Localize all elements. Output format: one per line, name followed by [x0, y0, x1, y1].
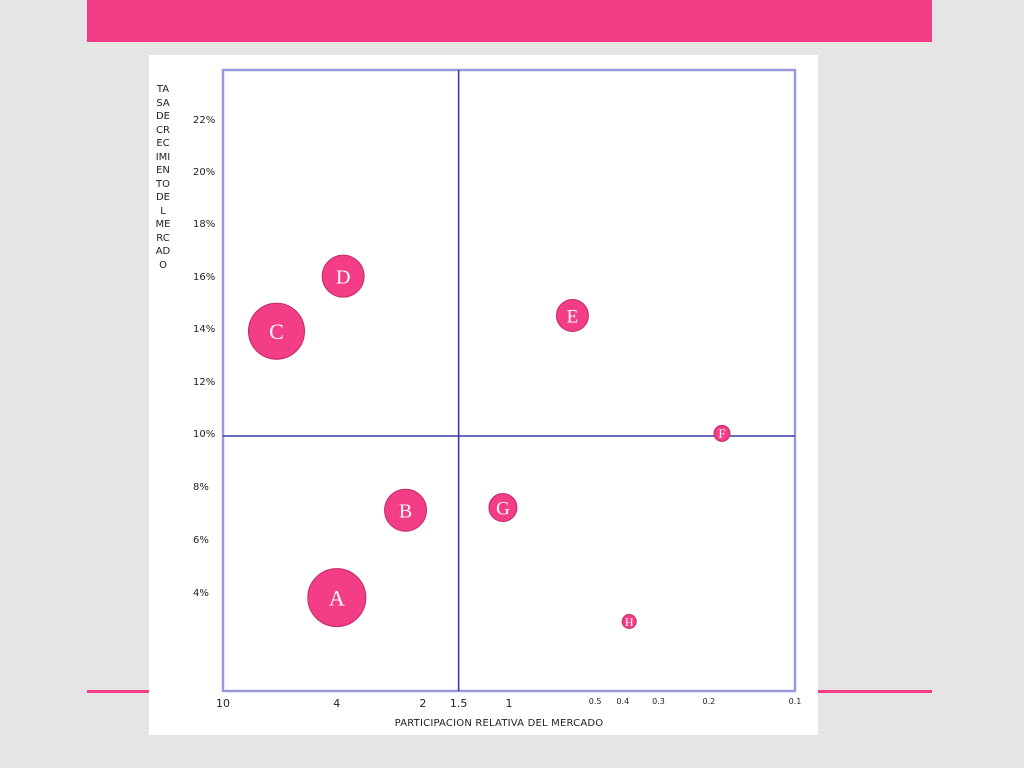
bubble-b	[384, 488, 428, 532]
y-tick-label: 18%	[193, 219, 216, 231]
x-tick-label: 4	[333, 697, 341, 710]
x-tick-label: 0.1	[788, 697, 802, 706]
bubble-label-b: B	[399, 500, 412, 522]
bubble-c	[248, 302, 306, 360]
x-axis-title: PARTICIPACION RELATIVA DEL MERCADO	[394, 718, 604, 729]
bubble-label-e: E	[567, 306, 579, 327]
bubble-label-a: A	[329, 586, 345, 611]
y-axis-title: TASA DE CRECIMIENTO DEL MERCADO	[155, 84, 174, 271]
bcg-matrix-plot: A B C D E F G H	[221, 68, 797, 693]
bubble-label-f: F	[718, 426, 725, 441]
x-tick-label: 1.5	[449, 697, 468, 710]
bubble-g	[488, 493, 518, 523]
x-tick-label: 10	[216, 697, 230, 710]
x-tick-label: 1	[505, 697, 513, 710]
x-tick-label: 0.2	[702, 697, 716, 706]
header-accent-band	[87, 0, 932, 42]
bubble-a	[307, 568, 367, 628]
bubble-d	[321, 254, 365, 298]
y-tick-label: 14%	[193, 324, 216, 336]
y-tick-label: 12%	[193, 376, 216, 388]
y-tick-label: 10%	[193, 429, 216, 440]
y-tick-label: 4%	[193, 588, 209, 599]
y-tick-label: 6%	[193, 535, 209, 546]
y-tick-label: 22%	[193, 114, 216, 126]
x-tick-label: 2	[419, 697, 427, 710]
bubble-h	[621, 614, 637, 629]
bubble-label-c: C	[269, 319, 284, 344]
bubble-label-h: H	[625, 615, 634, 629]
y-tick-label: 20%	[193, 167, 216, 178]
bubble-label-g: G	[496, 498, 510, 519]
y-tick-label: 16%	[193, 271, 216, 283]
bubble-e	[555, 298, 589, 332]
plot-frame	[221, 68, 797, 693]
y-tick-label: 8%	[193, 482, 209, 493]
bubble-label-d: D	[336, 266, 350, 288]
x-tick-label: 0.5	[588, 697, 602, 706]
bubble-f	[713, 424, 731, 442]
x-tick-label: 0.3	[652, 697, 665, 706]
chart-panel: TASA DE CRECIMIENTO DEL MERCADO 22% 20% 18…	[149, 55, 818, 735]
x-tick-label: 0.4	[616, 697, 630, 706]
